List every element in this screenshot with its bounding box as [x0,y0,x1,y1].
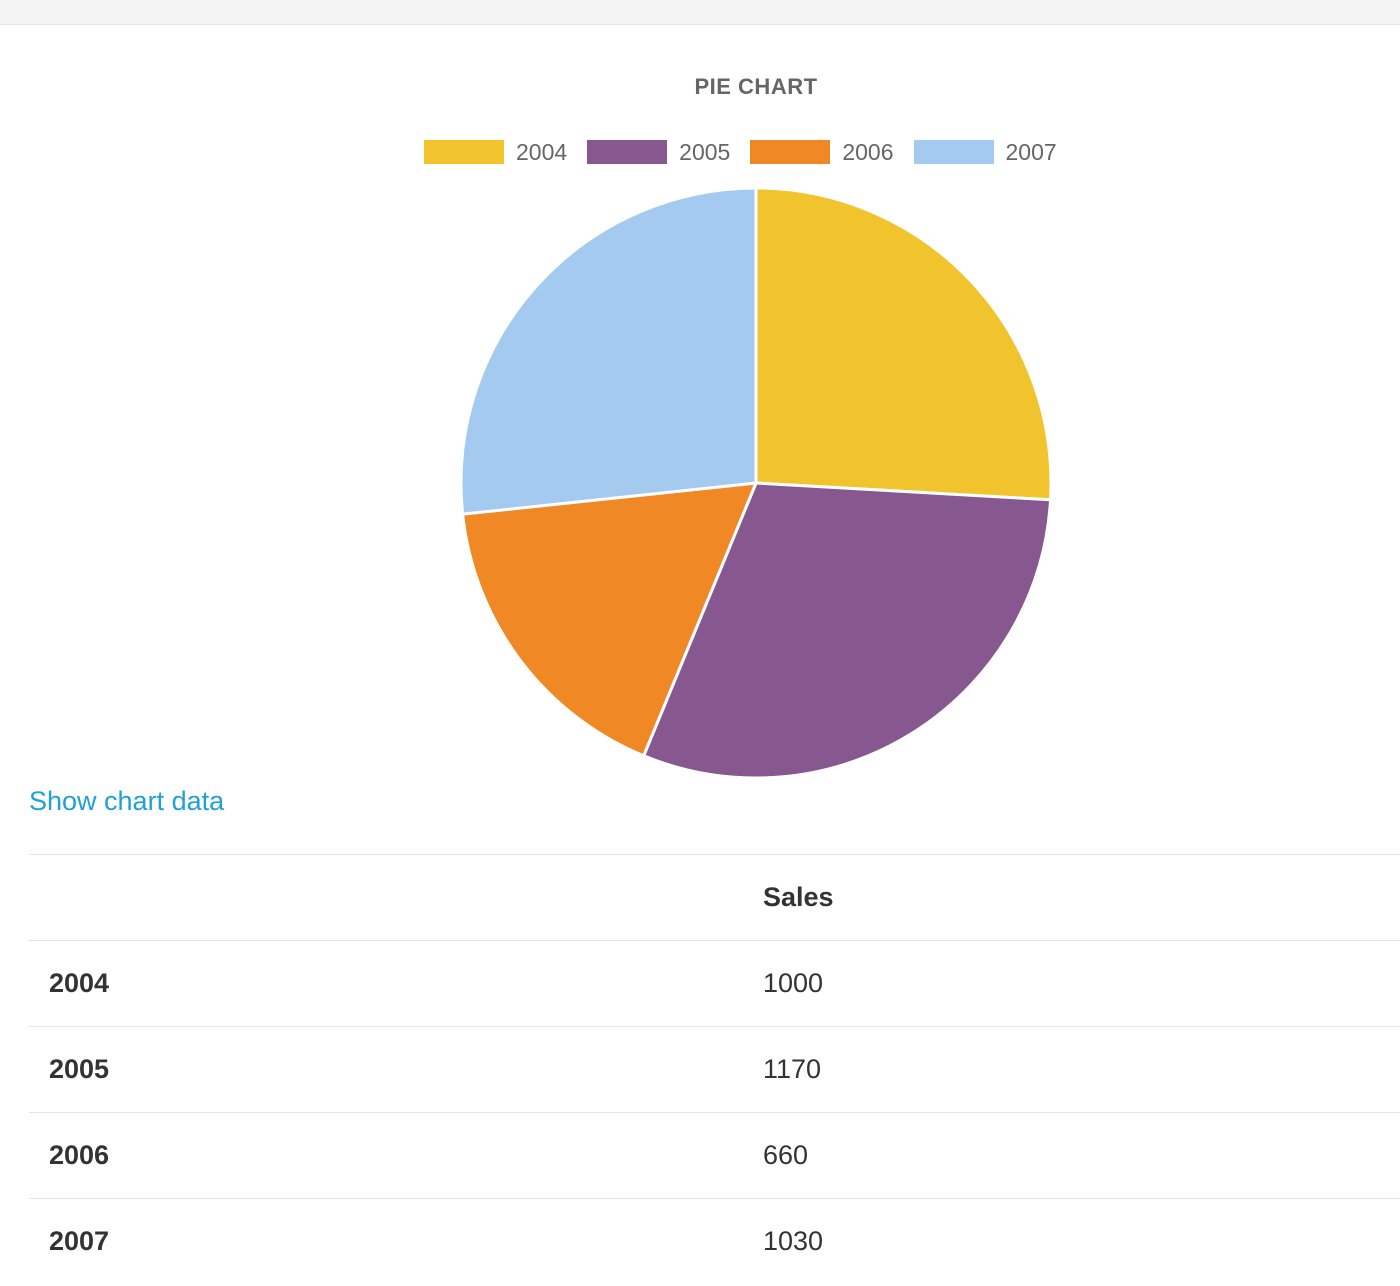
legend-swatch [587,140,668,164]
pie-slice-2005[interactable] [641,481,1053,780]
row-label: 2006 [29,1112,763,1199]
legend-item-2005[interactable]: 2005 [587,139,730,166]
legend-item-2004[interactable]: 2004 [424,139,567,166]
legend-swatch [750,140,831,164]
legend-label: 2006 [842,138,894,165]
pie-slice-2004[interactable] [754,186,1053,502]
legend-swatch [424,140,504,164]
chart-data-table: Sales 2004 1000 2005 1170 2006 660 2007 … [29,854,1400,1284]
row-label: 2004 [29,940,763,1027]
table-row: 2004 1000 [29,940,1400,1027]
table-header-sales: Sales [763,854,1400,941]
show-chart-data-link[interactable]: Show chart data [29,786,225,816]
pie-slice-2007[interactable] [459,186,758,516]
row-value: 1170 [763,1026,1400,1113]
table-row: 2007 1030 [29,1198,1400,1284]
table-header-empty [29,854,763,941]
row-value: 660 [763,1112,1400,1199]
table-header-row: Sales [29,854,1400,941]
table-row: 2006 660 [29,1112,1400,1199]
legend-label: 2004 [516,138,568,165]
chart-title: PIE CHART [694,74,818,99]
pie-slice-2006[interactable] [460,481,759,758]
row-value: 1030 [763,1198,1400,1284]
legend-swatch [913,140,994,164]
row-label: 2005 [29,1026,763,1113]
row-label: 2007 [29,1198,763,1284]
legend-label: 2005 [679,138,731,165]
row-value: 1000 [763,940,1400,1027]
legend-item-2007[interactable]: 2007 [913,138,1057,166]
legend-label: 2007 [1005,138,1057,165]
table-row: 2005 1170 [29,1026,1400,1113]
legend-item-2006[interactable]: 2006 [750,138,894,166]
pie-chart [459,186,1053,780]
chart-legend: 2004 2005 2006 2007 [424,138,1077,166]
top-bar [0,0,1400,25]
